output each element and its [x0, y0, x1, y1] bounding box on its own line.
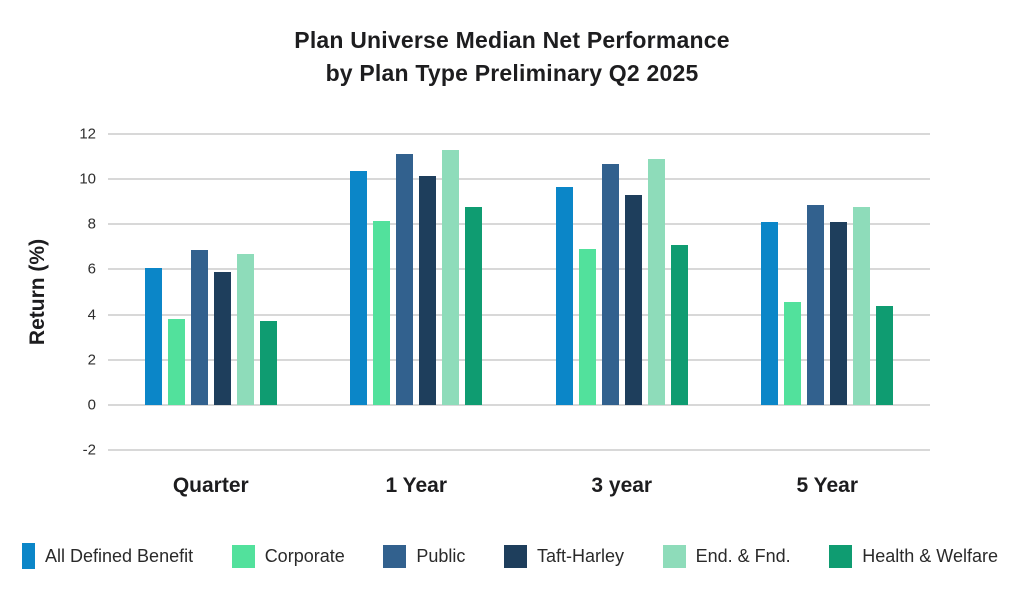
legend: All Defined Benefit Corporate Public Taft-H… — [22, 543, 998, 569]
legend-item-public: Public — [383, 544, 466, 568]
bar-corporate-1-year — [373, 220, 391, 405]
x-axis-label-5-year: 5 Year — [796, 474, 858, 497]
bar-taft-harley-3-year — [624, 194, 642, 405]
legend-swatch-public — [383, 544, 407, 568]
bar-health-welfare-1-year — [465, 207, 483, 405]
gridline-y-12 — [108, 133, 930, 135]
bar-health-welfare-quarter — [259, 321, 277, 405]
legend-label-health-welfare: Health & Welfare — [862, 545, 998, 566]
y-tick-label-6: 6 — [87, 260, 96, 278]
y-tick-label-10: 10 — [79, 170, 96, 188]
legend-label-all-defined-benefit: All Defined Benefit — [45, 545, 194, 566]
bar-all-defined-benefit-5-year — [761, 222, 779, 405]
bar-group-1-year — [314, 134, 520, 405]
bar-group-quarter — [108, 134, 314, 405]
y-axis-title: Return (%) — [26, 238, 49, 346]
y-axis-tick-labels: 12 10 8 6 4 2 0 -2 — [54, 126, 96, 459]
gridline-y-0 — [108, 403, 930, 406]
bar-health-welfare-5-year — [876, 305, 894, 405]
y-tick-label-8: 8 — [87, 215, 96, 233]
bar-all-defined-benefit-quarter — [144, 268, 162, 405]
bar-end-fnd-3-year — [647, 158, 665, 405]
plot-area — [108, 133, 930, 451]
legend-swatch-all-defined-benefit — [22, 543, 35, 569]
bar-all-defined-benefit-1-year — [350, 171, 368, 405]
bar-group-3-year — [519, 134, 725, 405]
bar-group-5-year — [725, 134, 931, 405]
chart-title-line2: by Plan Type Preliminary Q2 2025 — [325, 60, 699, 87]
gridline-y-2 — [108, 358, 930, 361]
bar-taft-harley-1-year — [419, 175, 437, 405]
chart-title: Plan Universe Median Net Performance by … — [0, 24, 1024, 91]
x-axis-label-3-year: 3 year — [591, 474, 653, 497]
legend-swatch-end-fnd — [662, 544, 686, 568]
bar-public-quarter — [190, 250, 208, 405]
bar-health-welfare-3-year — [670, 244, 688, 405]
bar-public-5-year — [807, 205, 825, 405]
legend-swatch-health-welfare — [829, 544, 853, 568]
gridline-y-8 — [108, 223, 930, 226]
bar-end-fnd-5-year — [853, 207, 871, 405]
bar-taft-harley-quarter — [213, 271, 231, 405]
bar-taft-harley-5-year — [830, 222, 848, 405]
gridline-y-6 — [108, 268, 930, 271]
bar-corporate-5-year — [784, 302, 802, 405]
y-tick-label-0: 0 — [87, 396, 96, 414]
bar-public-1-year — [396, 154, 414, 405]
y-tick-label-4: 4 — [87, 306, 96, 324]
gridline-y--2 — [108, 449, 930, 451]
legend-item-health-welfare: Health & Welfare — [829, 544, 998, 568]
bar-corporate-3-year — [578, 249, 596, 405]
legend-label-public: Public — [416, 545, 466, 566]
y-tick-label-2: 2 — [87, 351, 96, 369]
y-tick-label--2: -2 — [82, 441, 96, 459]
legend-item-corporate: Corporate — [231, 544, 345, 568]
legend-item-end-fnd: End. & Fnd. — [662, 544, 791, 568]
chart-title-line1: Plan Universe Median Net Performance — [294, 27, 730, 53]
bar-public-3-year — [601, 164, 619, 405]
bar-corporate-quarter — [167, 319, 185, 405]
x-axis-label-1-year: 1 Year — [385, 474, 447, 497]
legend-label-taft-harley: Taft-Harley — [536, 545, 624, 566]
legend-swatch-corporate — [231, 544, 255, 568]
bar-end-fnd-1-year — [442, 149, 460, 405]
legend-label-corporate: Corporate — [264, 545, 345, 566]
gridline-y-10 — [108, 178, 930, 181]
legend-swatch-taft-harley — [503, 544, 527, 568]
bar-end-fnd-quarter — [236, 253, 254, 405]
x-axis-labels: Quarter 1 Year 3 year 5 Year — [108, 474, 930, 498]
bar-all-defined-benefit-3-year — [555, 187, 573, 405]
legend-item-all-defined-benefit: All Defined Benefit — [22, 543, 193, 569]
y-tick-label-12: 12 — [79, 125, 96, 143]
x-axis-label-quarter: Quarter — [172, 474, 249, 497]
bar-groups — [108, 134, 930, 405]
legend-item-taft-harley: Taft-Harley — [503, 544, 624, 568]
legend-label-end-fnd: End. & Fnd. — [695, 545, 791, 566]
gridline-y-4 — [108, 313, 930, 316]
